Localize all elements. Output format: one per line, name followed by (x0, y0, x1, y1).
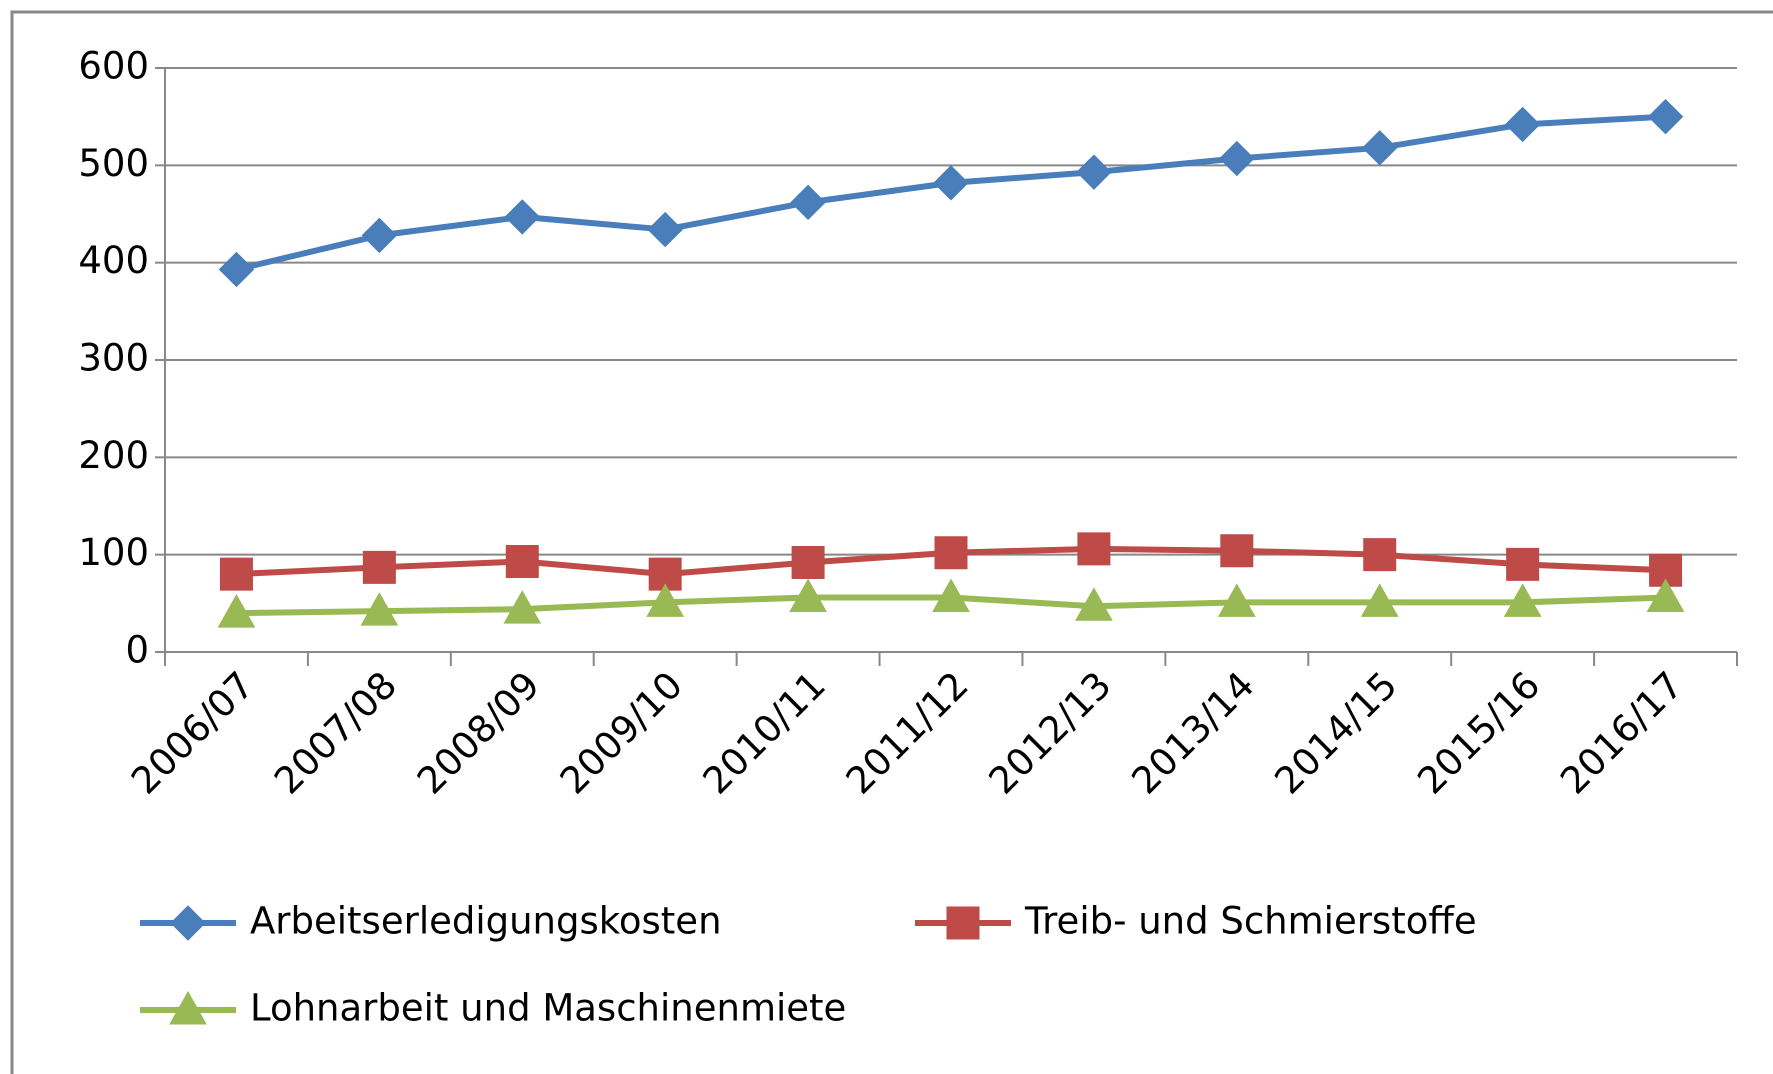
legend-marker (946, 906, 980, 940)
legend-marker (169, 990, 207, 1025)
legend-marker (170, 905, 206, 941)
marker (932, 578, 970, 612)
marker (360, 592, 399, 626)
legend-label: Lohnarbeit und Maschinenmiete (250, 987, 846, 1030)
marker (504, 199, 540, 235)
marker (648, 557, 682, 591)
y-tick-label: 300 (78, 337, 149, 380)
marker (1503, 583, 1542, 617)
marker (1363, 538, 1397, 572)
marker (646, 583, 685, 617)
marker (361, 217, 398, 254)
y-tick-label: 100 (78, 531, 149, 574)
y-tick-label: 600 (78, 45, 149, 88)
legend-label: Treib- und Schmierstoffe (1024, 900, 1477, 943)
marker (934, 536, 968, 570)
marker (1075, 587, 1113, 621)
marker (791, 545, 825, 579)
y-tick-label: 0 (125, 629, 149, 672)
legend-label: Arbeitserledigungskosten (250, 900, 722, 943)
marker (790, 184, 826, 221)
y-tick-label: 500 (78, 142, 149, 185)
marker (1077, 532, 1111, 566)
marker (219, 557, 253, 591)
y-tick-label: 200 (78, 434, 149, 477)
marker (503, 590, 542, 624)
marker (1646, 578, 1685, 612)
marker (1506, 547, 1540, 581)
marker (647, 211, 683, 248)
marker (217, 594, 256, 628)
marker (1076, 154, 1112, 190)
y-tick-label: 400 (78, 239, 149, 282)
marker (1217, 583, 1256, 617)
marker (218, 251, 255, 288)
marker (1647, 98, 1684, 135)
marker (933, 165, 969, 201)
marker (1649, 553, 1683, 587)
marker (1219, 140, 1255, 177)
marker (1362, 130, 1398, 166)
marker (1360, 583, 1399, 617)
marker (789, 578, 827, 612)
marker (1504, 106, 1541, 143)
marker (362, 550, 396, 584)
marker (505, 544, 539, 578)
marker (1220, 534, 1254, 568)
